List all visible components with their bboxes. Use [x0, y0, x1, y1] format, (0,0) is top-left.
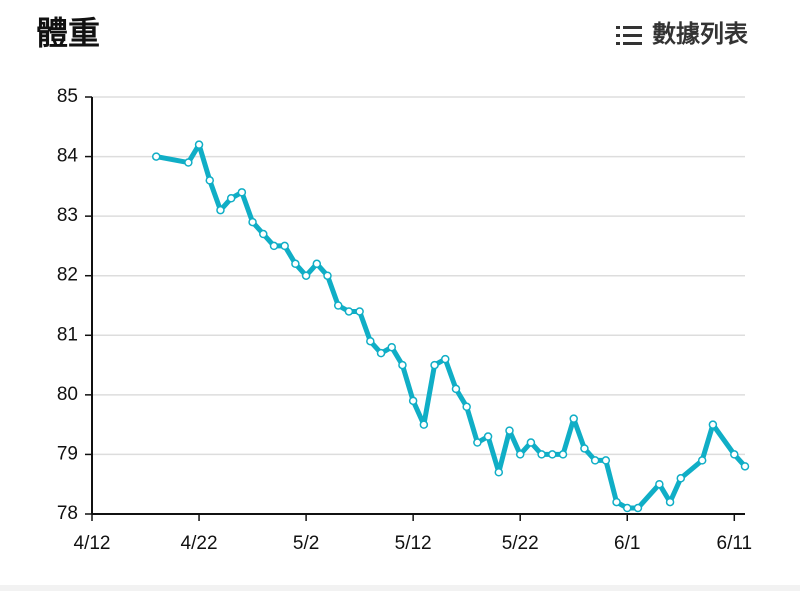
- point: [665, 497, 675, 507]
- point: [494, 468, 504, 477]
- point: [291, 259, 300, 269]
- point: [226, 194, 236, 203]
- x-tick-label: 6/1: [614, 533, 640, 554]
- y-tick-label: 84: [57, 146, 79, 167]
- point: [451, 384, 461, 394]
- point: [622, 503, 632, 513]
- button-label[interactable]: 數據列表: [652, 20, 749, 48]
- point: [537, 450, 546, 459]
- point: [151, 152, 161, 161]
- point: [697, 456, 707, 465]
- title: 體重: [36, 14, 100, 52]
- point: [708, 420, 718, 429]
- point: [676, 474, 686, 483]
- point: [237, 188, 247, 197]
- point: [483, 432, 493, 441]
- point: [216, 205, 225, 215]
- point: [526, 438, 536, 447]
- point: [366, 336, 375, 346]
- point: [740, 462, 750, 471]
- y-tick-label: 82: [57, 265, 78, 286]
- point: [601, 456, 611, 465]
- x-tick-label: 6/11: [717, 533, 753, 554]
- point: [398, 360, 407, 370]
- y-tick-label: 83: [57, 205, 78, 226]
- point: [408, 396, 418, 406]
- point: [569, 414, 578, 423]
- point: [280, 241, 289, 251]
- line: [155, 142, 747, 511]
- point: [184, 158, 193, 167]
- point: [344, 307, 354, 316]
- point: [580, 444, 589, 453]
- point: [205, 176, 215, 185]
- x-tick-label: 5/22: [502, 533, 539, 554]
- x-tick-label: 5/12: [395, 533, 432, 554]
- point: [355, 307, 364, 316]
- point: [387, 342, 396, 352]
- point: [633, 503, 643, 513]
- y-tick-label: 80: [57, 384, 78, 405]
- x-tick-label: 4/12: [74, 533, 111, 554]
- y-tick-label: 78: [57, 503, 78, 524]
- point: [612, 497, 621, 507]
- point: [505, 426, 514, 435]
- point: [259, 229, 268, 239]
- point: [462, 402, 471, 412]
- point: [312, 259, 322, 269]
- point: [473, 438, 482, 447]
- point: [655, 479, 664, 489]
- list-icon: [616, 26, 642, 45]
- x-tick-label: 4/22: [181, 533, 218, 554]
- point: [590, 456, 600, 465]
- y-tick-label: 85: [57, 86, 78, 107]
- point: [269, 241, 279, 251]
- point: [194, 140, 204, 149]
- point: [376, 348, 386, 358]
- point: [301, 271, 311, 280]
- point: [323, 271, 332, 280]
- point: [430, 360, 439, 370]
- x-tick-label: 5/2: [293, 533, 319, 554]
- point: [558, 450, 568, 459]
- footer-strip: [0, 585, 800, 591]
- point: [248, 217, 257, 227]
- point: [548, 450, 557, 459]
- point: [441, 354, 450, 364]
- point: [730, 450, 739, 459]
- y-tick-label: 81: [57, 324, 78, 345]
- point: [419, 420, 429, 429]
- y-tick-label: 79: [57, 443, 78, 464]
- data-list-button[interactable]: 數據列表: [616, 20, 749, 48]
- point: [333, 301, 343, 310]
- point: [515, 450, 525, 459]
